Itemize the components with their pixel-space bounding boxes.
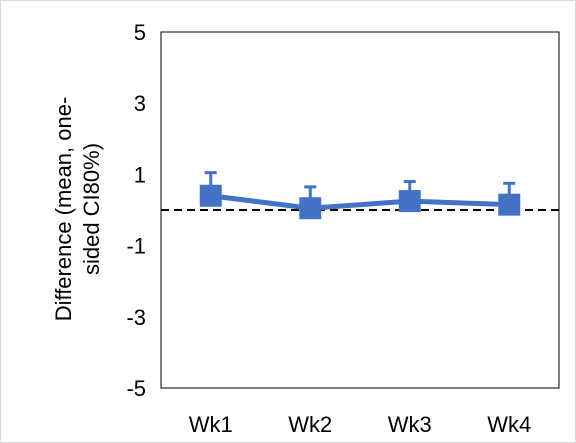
data-point-marker (398, 190, 421, 213)
x-tick-label: Wk4 (487, 412, 531, 437)
y-tick-label: 5 (134, 20, 146, 45)
data-point-marker (299, 197, 322, 220)
y-axis-title-line-1: Difference (mean, one- (51, 97, 76, 322)
data-markers (199, 184, 521, 220)
x-tick-label: Wk2 (288, 412, 332, 437)
y-tick-label: 1 (134, 162, 146, 187)
y-axis-title: Difference (mean, one- sided CI80%) (51, 97, 104, 322)
series-line (210, 193, 510, 211)
y-tick-label: -3 (126, 305, 146, 330)
y-axis-title-line-2: sided CI80%) (79, 143, 104, 275)
data-point-marker (199, 184, 222, 207)
y-tick-label: -1 (126, 234, 146, 259)
x-tick-label: Wk1 (189, 412, 233, 437)
x-axis-ticks: Wk1 Wk2 Wk3 Wk4 (189, 412, 532, 437)
x-tick-label: Wk3 (388, 412, 432, 437)
y-tick-label: -5 (126, 376, 146, 401)
y-axis-ticks: 5 3 1 -1 -3 -5 (126, 20, 146, 401)
data-point-marker (498, 193, 521, 216)
y-tick-label: 3 (134, 91, 146, 116)
